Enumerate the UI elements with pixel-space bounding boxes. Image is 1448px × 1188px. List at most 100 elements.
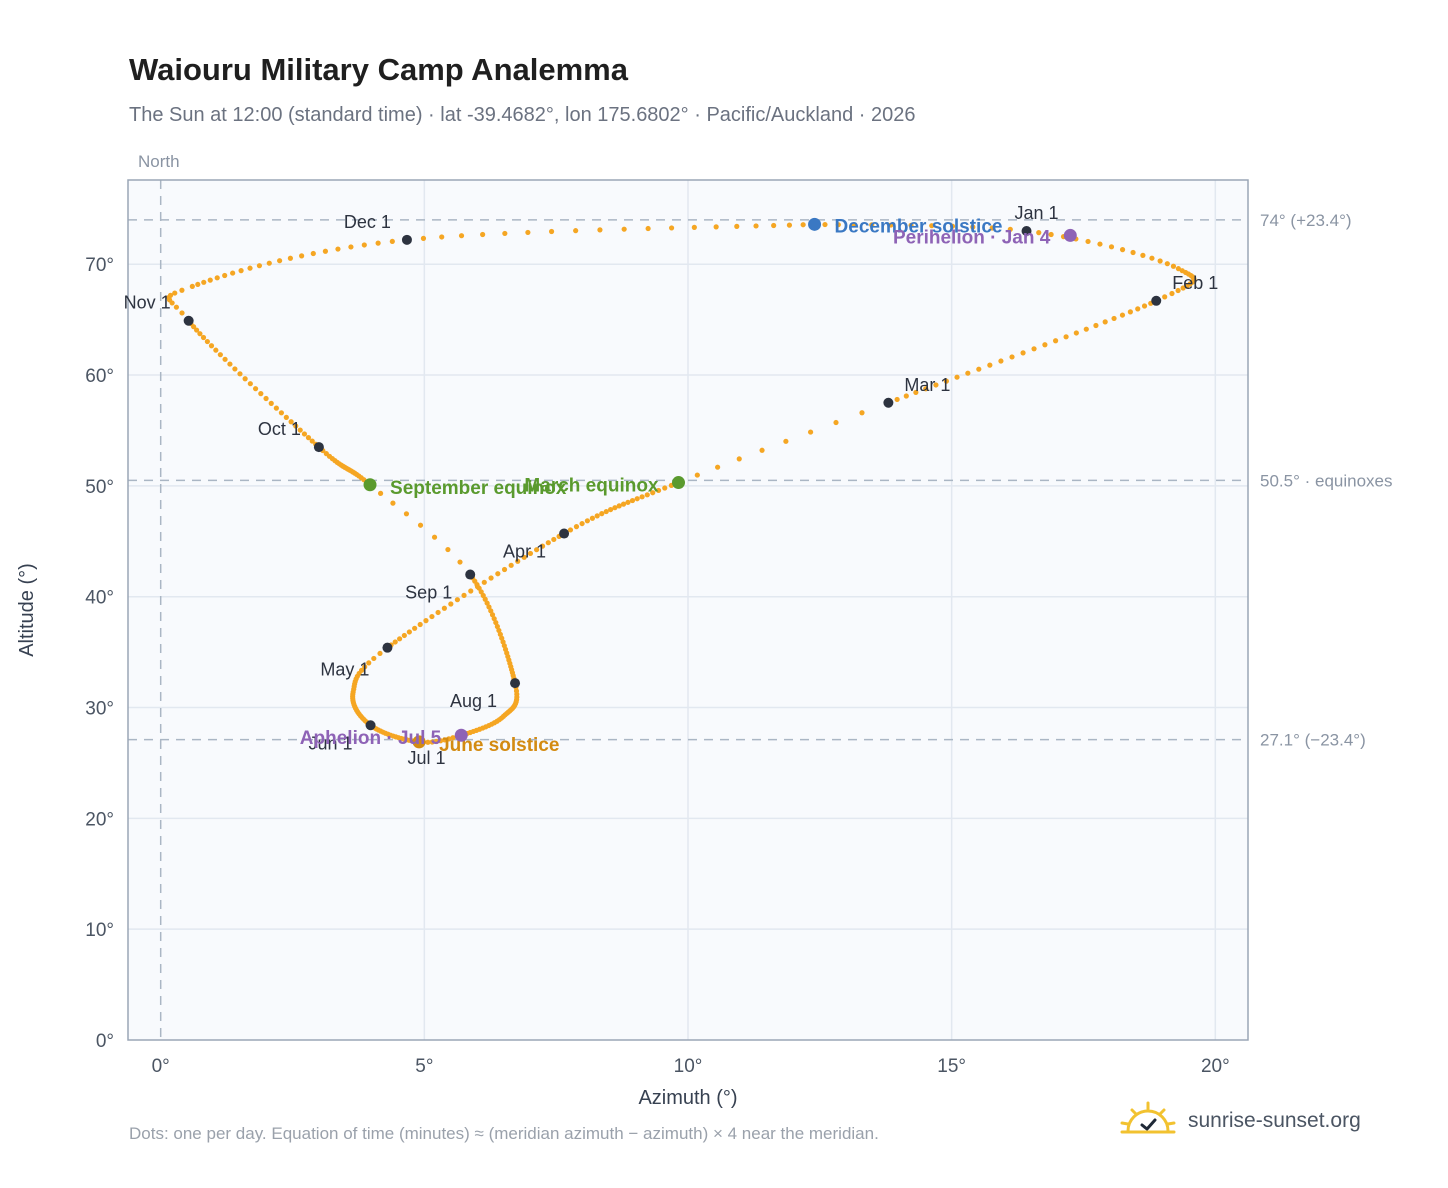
day-dot — [551, 536, 557, 543]
day-dot — [645, 225, 651, 232]
day-dot — [621, 226, 627, 232]
month-label: Jul 1 — [407, 748, 445, 768]
day-dot — [201, 279, 207, 285]
y-tick-label: 20° — [85, 809, 114, 830]
day-dot — [366, 660, 372, 666]
day-dot — [417, 621, 423, 628]
day-dot — [412, 625, 418, 631]
day-dot — [1175, 266, 1181, 272]
day-dot — [425, 739, 431, 745]
day-dot — [496, 627, 502, 634]
day-dot — [431, 534, 438, 540]
day-dot — [335, 246, 341, 252]
day-dot — [851, 222, 857, 228]
day-dot — [965, 370, 971, 376]
event-marker — [1063, 228, 1077, 242]
day-dot — [230, 270, 236, 276]
day-dot — [783, 438, 789, 444]
day-dot — [650, 490, 656, 496]
analemma-path — [166, 221, 1197, 745]
day-dot — [616, 503, 622, 509]
day-dot — [377, 650, 383, 657]
day-dot — [179, 310, 185, 316]
day-dot — [1009, 354, 1015, 360]
reference-line-label: 74° (+23.4°) — [1260, 211, 1352, 230]
day-dot — [545, 540, 551, 546]
day-dot — [539, 543, 546, 549]
day-dot — [439, 234, 445, 240]
day-dot — [448, 601, 454, 607]
day-dot — [200, 334, 207, 341]
day-dot — [297, 427, 303, 433]
day-dot — [1149, 255, 1155, 261]
day-dot — [501, 566, 508, 573]
day-dot — [403, 511, 410, 517]
month-label: Sep 1 — [405, 583, 452, 603]
day-dot — [1119, 247, 1126, 253]
y-tick-label: 10° — [85, 920, 114, 941]
day-dot — [172, 290, 178, 296]
day-dot — [913, 389, 919, 396]
day-dot — [481, 579, 487, 585]
day-dot — [1184, 283, 1190, 289]
month-marker — [382, 642, 393, 653]
y-tick-label: 40° — [85, 588, 114, 609]
day-dot — [204, 338, 210, 345]
event-label: September equinox — [390, 478, 567, 499]
north-label: North — [138, 152, 180, 171]
day-dot — [454, 597, 460, 603]
day-dot — [567, 527, 574, 533]
day-dot — [989, 225, 995, 231]
day-dot — [888, 222, 894, 228]
day-dot — [800, 222, 806, 228]
day-dot — [771, 222, 777, 229]
day-dot — [908, 222, 914, 228]
day-dot — [495, 571, 501, 577]
day-dot — [1073, 330, 1079, 336]
day-dot — [167, 292, 174, 298]
footnote: Dots: one per day. Equation of time (min… — [129, 1124, 879, 1143]
reference-lines: 74° (+23.4°) 50.5° · equinoxes 27.1° (−23.… — [128, 180, 1393, 1040]
day-dot — [213, 347, 219, 353]
day-dot — [833, 419, 839, 426]
month-label: Jan 1 — [1014, 203, 1058, 223]
day-dot — [976, 366, 982, 372]
y-tick-label: 60° — [85, 366, 114, 387]
day-dot — [489, 612, 496, 618]
day-dot — [468, 588, 474, 594]
event-marker — [454, 728, 468, 742]
month-marker — [365, 720, 376, 731]
event-marker — [808, 217, 822, 231]
day-dot — [548, 228, 555, 235]
day-dot — [232, 366, 238, 372]
day-dot — [263, 395, 269, 402]
day-dot — [437, 738, 444, 744]
month-marker — [559, 528, 570, 539]
day-dot — [390, 500, 396, 506]
day-dot — [639, 494, 645, 500]
brand-logo[interactable]: sunrise-sunset.org — [1120, 1101, 1361, 1141]
day-dot — [1031, 346, 1037, 352]
day-dot — [227, 361, 233, 367]
day-dot — [603, 508, 609, 515]
y-tick-label: 30° — [85, 699, 114, 720]
day-dot — [238, 268, 244, 274]
day-dot — [807, 429, 814, 435]
day-dot — [429, 613, 435, 620]
day-dot — [242, 376, 248, 382]
day-dot — [189, 283, 195, 289]
day-dot — [247, 265, 253, 271]
day-dot — [406, 629, 412, 635]
month-label: Apr 1 — [503, 542, 546, 562]
day-dot — [644, 492, 650, 498]
day-dot — [1180, 285, 1186, 291]
day-dot — [954, 374, 960, 380]
day-dot — [195, 281, 201, 288]
day-dot — [515, 558, 521, 564]
day-dot — [258, 391, 264, 397]
day-dot — [759, 447, 765, 453]
x-tick-label: 0° — [152, 1056, 170, 1077]
day-dot — [1127, 309, 1133, 315]
chart-title: Waiouru Military Camp Analemma — [129, 52, 628, 87]
day-dot — [441, 605, 447, 611]
